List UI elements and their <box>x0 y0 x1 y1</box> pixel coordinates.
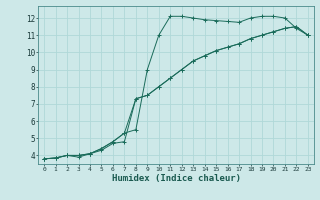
X-axis label: Humidex (Indice chaleur): Humidex (Indice chaleur) <box>111 174 241 183</box>
